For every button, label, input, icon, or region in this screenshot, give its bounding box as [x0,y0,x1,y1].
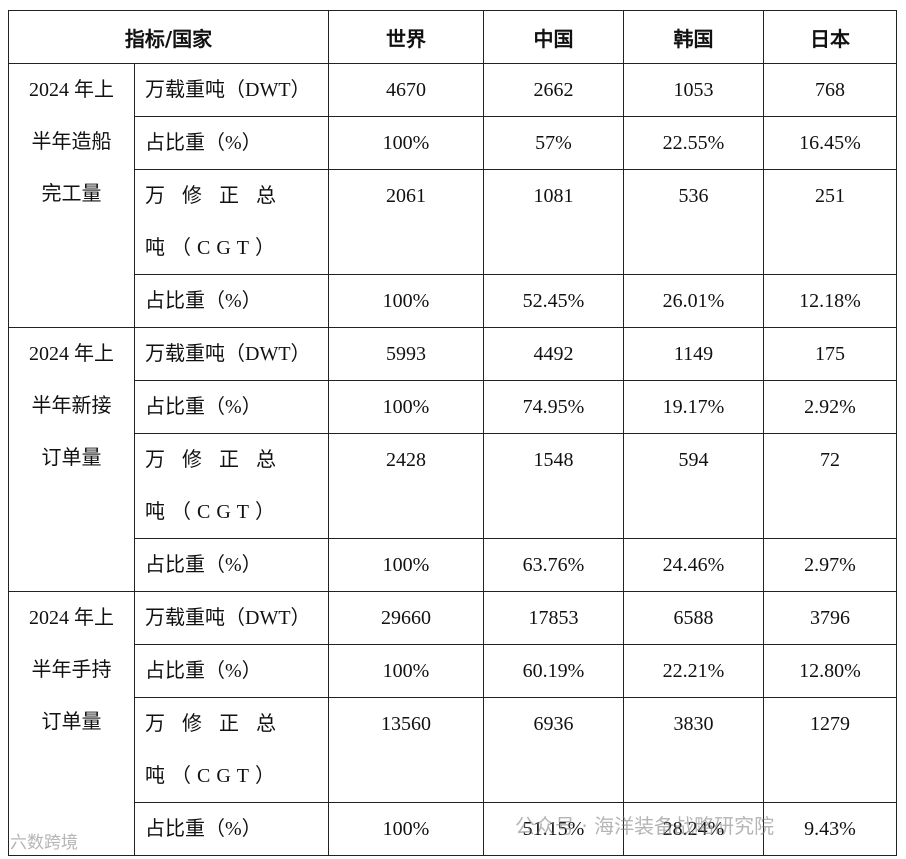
header-cell: 韩国 [623,10,764,64]
table-row: 占比重（%） 100% 63.76% 24.46% 2.97% [9,538,897,592]
metric-cell: 占比重（%） [134,644,329,698]
value-cell: 100% [328,380,484,434]
value-cell: 100% [328,644,484,698]
watermark: 公众号 · 海洋装备战略研究院 [515,814,775,838]
value-cell: 175 [763,327,897,381]
value-cell: 12.80% [763,644,897,698]
table-body: 2024 年上半年造船完工量 万载重吨（DWT） 4670 2662 1053 768 占比… [8,63,897,856]
value-cell: 1081 [483,169,624,275]
value-cell: 28.24% [623,802,764,856]
metric-cell: 万 修 正 总 吨（CGT） [134,697,329,803]
metric-cell: 万 修 正 总 吨（CGT） [134,169,329,275]
metric-cell: 万载重吨（DWT） [134,327,329,381]
header-row: 指标/国家 世界 中国 韩国 日本 [8,10,897,64]
table-row: 万 修 正 总 吨（CGT） 2428 1548 594 72 [9,433,897,539]
watermark: 六数跨境 [10,833,78,853]
value-cell: 13560 [328,697,484,803]
table-row: 占比重（%） 100% 51.15% 28.24% 9.43% [9,802,897,856]
value-cell: 768 [763,63,897,117]
table-row: 占比重（%） 100% 60.19% 22.21% 12.80% [9,644,897,698]
table-row: 2024 年上半年新接订单量 万载重吨（DWT） 5993 4492 1149 175 [8,327,897,592]
value-cell: 4670 [328,63,484,117]
metric-cell: 占比重（%） [134,116,329,170]
value-cell: 6936 [483,697,624,803]
value-cell: 5993 [328,327,484,381]
value-cell: 17853 [483,591,624,645]
value-cell: 100% [328,116,484,170]
value-cell: 2.97% [763,538,897,592]
header-cell: 日本 [763,10,897,64]
value-cell: 16.45% [763,116,897,170]
value-cell: 3830 [623,697,764,803]
value-cell: 12.18% [763,274,897,328]
value-cell: 1548 [483,433,624,539]
table-row: 占比重（%） 100% 57% 22.55% 16.45% [9,116,897,170]
value-cell: 9.43% [763,802,897,856]
value-cell: 24.46% [623,538,764,592]
value-cell: 72 [763,433,897,539]
value-cell: 29660 [328,591,484,645]
value-cell: 6588 [623,591,764,645]
value-cell: 22.55% [623,116,764,170]
value-cell: 100% [328,274,484,328]
value-cell: 100% [328,802,484,856]
group-label: 2024 年上半年新接订单量 [8,327,135,592]
header-cell: 指标/国家 [8,10,329,64]
group-label: 2024 年上半年造船完工量 [8,63,135,328]
header-cell: 世界 [328,10,484,64]
table-row: 万 修 正 总 吨（CGT） 13560 6936 3830 1279 [9,697,897,803]
table-row: 2024 年上半年造船完工量 万载重吨（DWT） 4670 2662 1053 768 [8,63,897,328]
metric-cell: 占比重（%） [134,380,329,434]
metric-cell: 万载重吨（DWT） [134,591,329,645]
metric-cell: 万 修 正 总 吨（CGT） [134,433,329,539]
metric-cell: 占比重（%） [134,802,329,856]
value-cell: 2428 [328,433,484,539]
value-cell: 1149 [623,327,764,381]
table-row: 占比重（%） 100% 74.95% 19.17% 2.92% [9,380,897,434]
group-label: 2024 年上半年手持订单量 [8,591,135,856]
value-cell: 26.01% [623,274,764,328]
metric-cell: 占比重（%） [134,274,329,328]
value-cell: 2.92% [763,380,897,434]
value-cell: 2662 [483,63,624,117]
value-cell: 60.19% [483,644,624,698]
table-row: 万 修 正 总 吨（CGT） 2061 1081 536 251 [9,169,897,275]
value-cell: 22.21% [623,644,764,698]
value-cell: 74.95% [483,380,624,434]
value-cell: 57% [483,116,624,170]
value-cell: 251 [763,169,897,275]
value-cell: 3796 [763,591,897,645]
value-cell: 52.45% [483,274,624,328]
value-cell: 2061 [328,169,484,275]
value-cell: 4492 [483,327,624,381]
metric-cell: 万载重吨（DWT） [134,63,329,117]
value-cell: 100% [328,538,484,592]
value-cell: 63.76% [483,538,624,592]
value-cell: 19.17% [623,380,764,434]
data-table: 指标/国家 世界 中国 韩国 日本 2024 年上半年造船完工量 万载重吨（DWT） 467… [8,10,897,856]
value-cell: 1279 [763,697,897,803]
table-row: 2024 年上半年手持订单量 万载重吨（DWT） 29660 17853 6588 379… [8,591,897,856]
header-cell: 中国 [483,10,624,64]
value-cell: 594 [623,433,764,539]
value-cell: 1053 [623,63,764,117]
value-cell: 536 [623,169,764,275]
table-row: 占比重（%） 100% 52.45% 26.01% 12.18% [9,274,897,328]
metric-cell: 占比重（%） [134,538,329,592]
